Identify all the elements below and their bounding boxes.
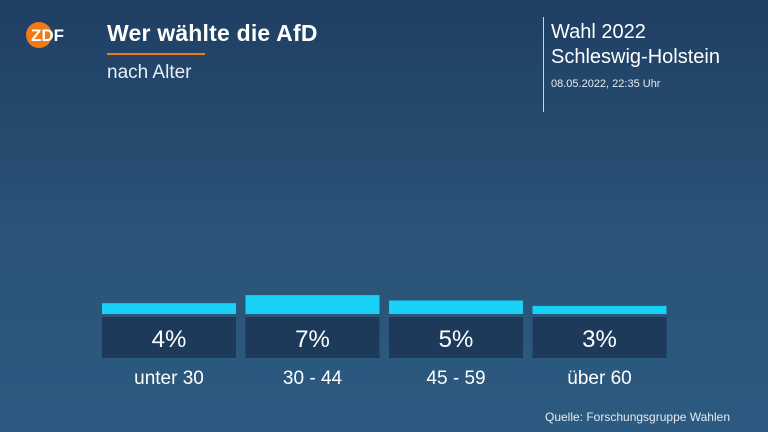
category-label-4: über 60 [567,368,631,389]
value-label-2: 7% [295,326,330,353]
category-label-2: 30 - 44 [283,368,343,389]
value-label-4: 3% [582,326,617,353]
category-label-1: unter 30 [134,368,204,389]
chart-title: Wer wählte die AfD [107,20,318,46]
election-date: 08.05.2022, 22:35 Uhr [551,78,661,90]
zdf-logo: ZDF [26,22,64,48]
value-label-box-2 [245,317,380,358]
value-label-box-1 [102,317,236,358]
election-region: Schleswig-Holstein [551,46,720,68]
value-label-box-4 [532,317,667,358]
source-note: Quelle: Forschungsgruppe Wahlen [545,410,730,424]
bar-3 [389,300,523,314]
value-label-1: 4% [152,326,187,353]
header-divider [543,17,544,112]
title-accent-line [107,53,205,55]
category-label-3: 45 - 59 [426,368,485,389]
zdf-logo-circle [26,22,52,48]
value-label-3: 5% [439,326,474,353]
zdf-logo-text: ZDF [31,26,64,45]
bar-4 [532,305,667,314]
value-label-box-3 [389,317,523,358]
bar-1 [102,303,236,314]
election-title: Wahl 2022 [551,21,646,43]
bar-2 [245,295,380,314]
chart-subtitle: nach Alter [107,62,192,83]
